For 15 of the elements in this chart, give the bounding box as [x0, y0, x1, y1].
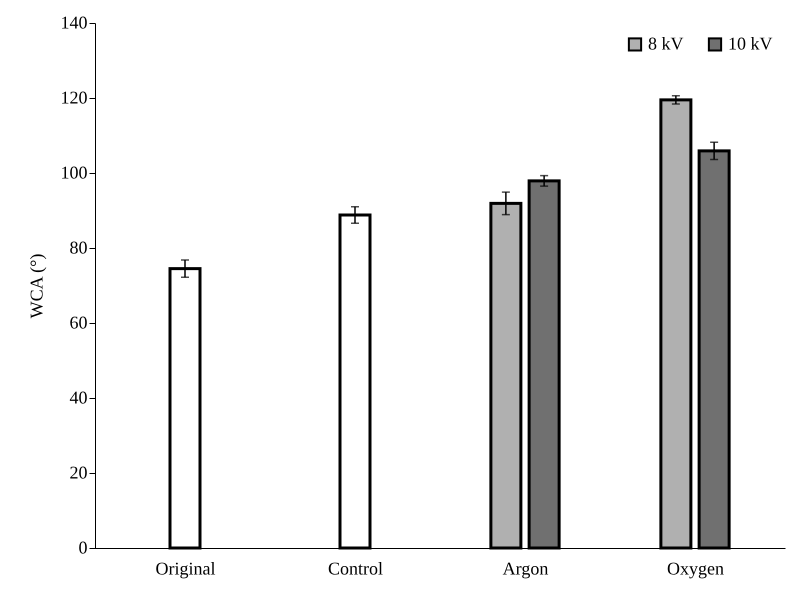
- x-tick-label: Oxygen: [667, 558, 724, 578]
- y-tick-label: 120: [60, 88, 88, 108]
- legend-label: 10 kV: [728, 33, 772, 54]
- legend-label: 8 kV: [648, 33, 684, 54]
- x-tick-label: Original: [156, 558, 216, 578]
- x-tick-label: Argon: [502, 558, 548, 578]
- y-tick-label: 20: [70, 462, 88, 482]
- y-tick-label: 80: [70, 238, 88, 258]
- y-tick-label: 40: [70, 388, 88, 408]
- y-tick-label: 100: [60, 162, 88, 182]
- y-tick-label: 0: [78, 538, 88, 558]
- y-axis-title: WCA (°): [26, 254, 46, 318]
- x-tick-label: Control: [328, 558, 384, 578]
- y-tick-label: 60: [70, 312, 88, 332]
- y-tick-label: 140: [60, 12, 88, 32]
